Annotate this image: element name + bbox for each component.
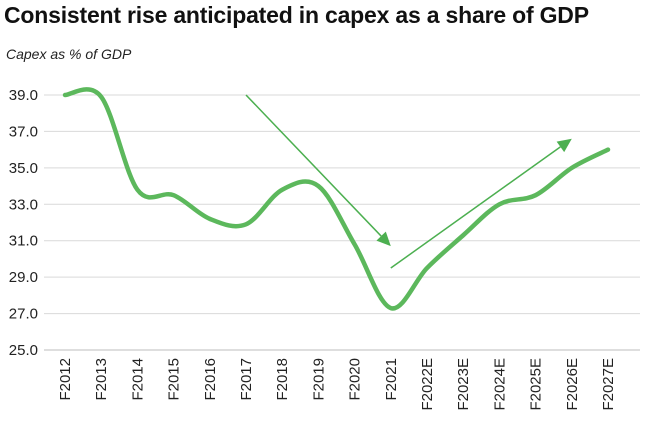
y-tick-labels: 25.0 27.0 29.0 31.0 33.0 35.0 37.0 39.0 bbox=[9, 87, 38, 359]
down-trend-arrowhead bbox=[376, 231, 391, 247]
x-tick-label: F2017 bbox=[238, 358, 255, 401]
trend-arrow-shaft bbox=[245, 94, 382, 237]
x-tick-label: F2015 bbox=[166, 358, 183, 401]
x-tick-label: F2027E bbox=[600, 358, 617, 411]
y-tick-label: 31.0 bbox=[9, 233, 38, 250]
x-tick-label: F2024E bbox=[491, 358, 508, 411]
x-tick-label: F2026E bbox=[564, 358, 581, 411]
y-axis-label: Capex as % of GDP bbox=[6, 46, 132, 62]
x-tick-label: F2020 bbox=[347, 358, 364, 401]
x-tick-label: F2016 bbox=[202, 358, 219, 401]
series-line bbox=[62, 87, 611, 311]
x-tick-label: F2022E bbox=[419, 358, 436, 411]
y-tick-label: 27.0 bbox=[9, 306, 38, 323]
y-tick-label: 37.0 bbox=[9, 123, 38, 140]
y-tick-label: 33.0 bbox=[9, 196, 38, 213]
x-tick-label: F2019 bbox=[310, 358, 327, 401]
x-tick-label: F2021 bbox=[383, 358, 400, 401]
y-tick-label: 35.0 bbox=[9, 160, 38, 177]
x-tick-label: F2023E bbox=[455, 358, 472, 411]
up-trend-arrowhead bbox=[556, 138, 572, 153]
x-tick-label: F2018 bbox=[274, 358, 291, 401]
trend-arrows bbox=[245, 94, 572, 269]
chart-title: Consistent rise anticipated in capex as … bbox=[4, 2, 589, 28]
y-tick-label: 39.0 bbox=[9, 87, 38, 104]
trend-arrow-shaft bbox=[390, 146, 561, 269]
x-tick-labels: F2012 F2013 F2014 F2015 F2016 F2017 F2018 F2019… bbox=[57, 358, 617, 411]
y-tick-label: 25.0 bbox=[9, 342, 38, 359]
grid-layer bbox=[44, 94, 640, 351]
x-tick-label: F2014 bbox=[129, 358, 146, 401]
x-tick-label: F2025E bbox=[528, 358, 545, 411]
y-tick-label: 29.0 bbox=[9, 269, 38, 286]
x-tick-label: F2013 bbox=[93, 358, 110, 401]
series-layer bbox=[62, 87, 611, 311]
x-tick-label: F2012 bbox=[57, 358, 74, 401]
